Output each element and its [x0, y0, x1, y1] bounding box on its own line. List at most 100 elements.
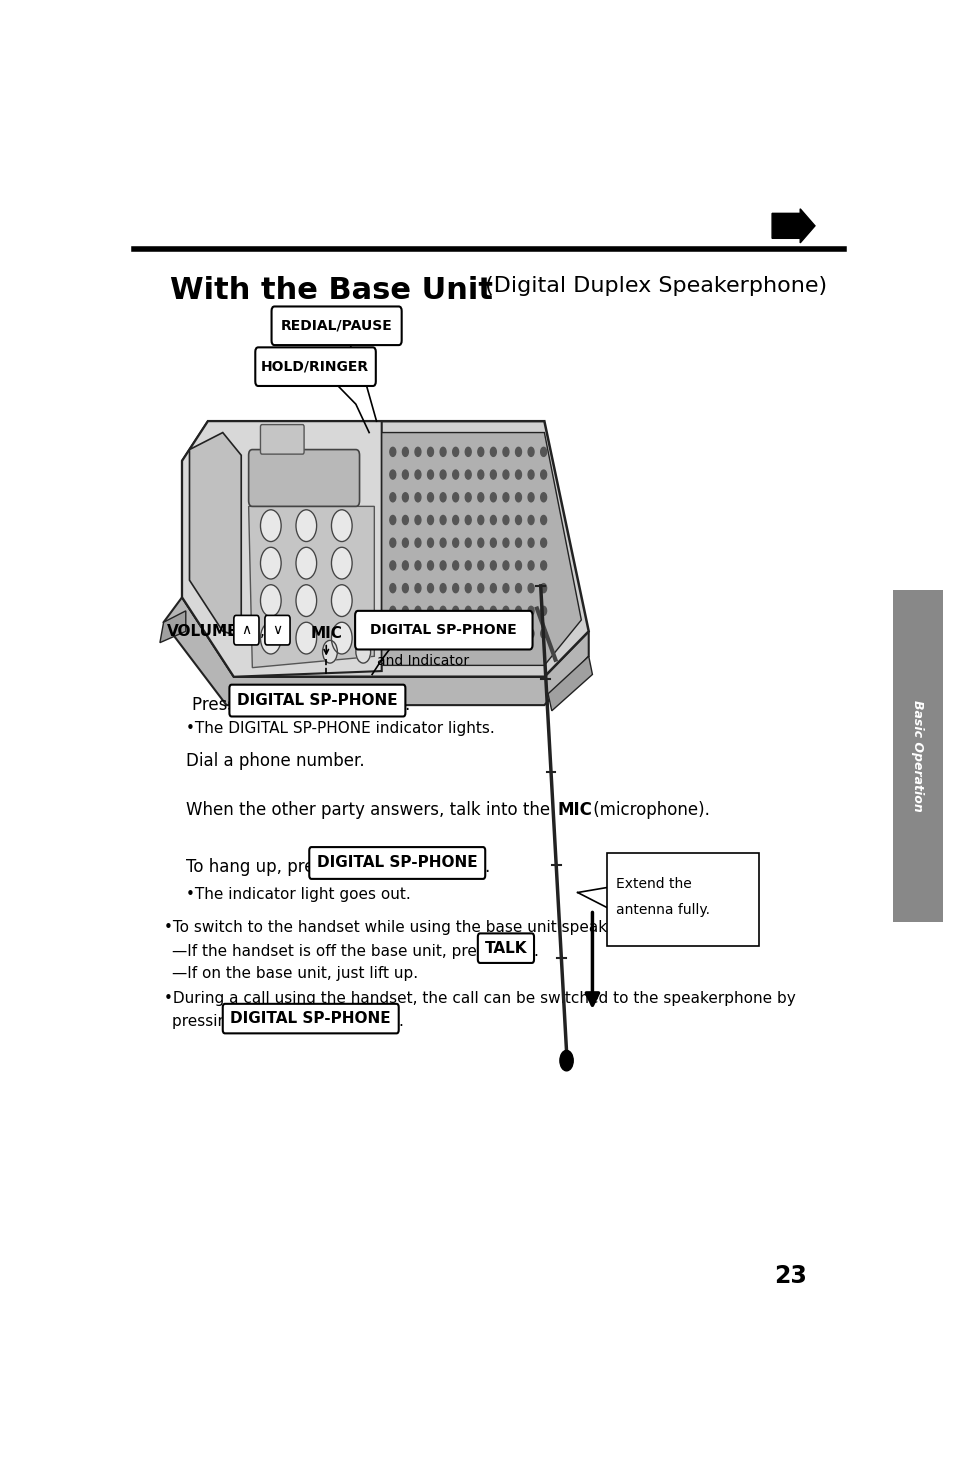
- Circle shape: [465, 538, 471, 547]
- Circle shape: [402, 538, 408, 547]
- Circle shape: [295, 510, 316, 541]
- Circle shape: [477, 447, 483, 456]
- Text: MIC: MIC: [558, 801, 592, 819]
- Circle shape: [415, 471, 420, 479]
- Circle shape: [490, 515, 496, 525]
- Circle shape: [465, 584, 471, 593]
- Text: •The DIGITAL SP-PHONE indicator lights.: •The DIGITAL SP-PHONE indicator lights.: [186, 721, 494, 736]
- Circle shape: [427, 493, 433, 502]
- FancyBboxPatch shape: [309, 847, 485, 879]
- Text: MIC: MIC: [310, 625, 342, 642]
- Circle shape: [477, 560, 483, 569]
- Circle shape: [390, 447, 395, 456]
- Circle shape: [528, 584, 534, 593]
- Circle shape: [439, 606, 446, 615]
- Circle shape: [439, 471, 446, 479]
- Circle shape: [502, 447, 508, 456]
- Text: DIGITAL SP-PHONE: DIGITAL SP-PHONE: [316, 855, 477, 870]
- Circle shape: [390, 538, 395, 547]
- Polygon shape: [547, 656, 592, 711]
- Text: With the Base Unit: With the Base Unit: [170, 276, 492, 305]
- Text: 23: 23: [773, 1264, 806, 1288]
- Text: VOLUME: VOLUME: [167, 624, 238, 639]
- Circle shape: [453, 606, 458, 615]
- Circle shape: [439, 628, 446, 639]
- Text: antenna fully.: antenna fully.: [616, 903, 709, 917]
- Circle shape: [502, 538, 508, 547]
- FancyBboxPatch shape: [892, 590, 942, 922]
- Text: DIGITAL SP-PHONE: DIGITAL SP-PHONE: [370, 622, 517, 637]
- Circle shape: [477, 471, 483, 479]
- Circle shape: [477, 628, 483, 639]
- Circle shape: [331, 547, 352, 580]
- Polygon shape: [160, 611, 186, 643]
- Text: REDIAL/PAUSE: REDIAL/PAUSE: [280, 319, 392, 333]
- Circle shape: [402, 606, 408, 615]
- Circle shape: [439, 584, 446, 593]
- Circle shape: [528, 447, 534, 456]
- Circle shape: [540, 584, 546, 593]
- Text: Press: Press: [192, 696, 241, 714]
- Circle shape: [540, 606, 546, 615]
- Polygon shape: [182, 422, 588, 677]
- Circle shape: [390, 606, 395, 615]
- Circle shape: [427, 447, 433, 456]
- Text: When the other party answers, talk into the: When the other party answers, talk into …: [186, 801, 555, 819]
- Circle shape: [453, 493, 458, 502]
- Circle shape: [427, 515, 433, 525]
- Circle shape: [331, 584, 352, 617]
- Circle shape: [465, 606, 471, 615]
- FancyBboxPatch shape: [229, 684, 405, 717]
- Circle shape: [453, 584, 458, 593]
- Circle shape: [260, 584, 281, 617]
- Circle shape: [453, 447, 458, 456]
- Circle shape: [465, 628, 471, 639]
- Circle shape: [540, 628, 546, 639]
- Text: (microphone).: (microphone).: [587, 801, 709, 819]
- Circle shape: [540, 560, 546, 569]
- Polygon shape: [249, 506, 374, 668]
- Text: —If on the base unit, just lift up.: —If on the base unit, just lift up.: [172, 966, 418, 981]
- Circle shape: [322, 640, 337, 664]
- Circle shape: [402, 560, 408, 569]
- Text: .: .: [404, 696, 410, 714]
- Circle shape: [390, 493, 395, 502]
- Circle shape: [490, 584, 496, 593]
- Text: —If the handset is off the base unit, press: —If the handset is off the base unit, pr…: [172, 944, 497, 959]
- Circle shape: [540, 538, 546, 547]
- Circle shape: [402, 493, 408, 502]
- Text: DIGITAL SP-PHONE: DIGITAL SP-PHONE: [231, 1010, 391, 1027]
- Circle shape: [415, 606, 420, 615]
- Circle shape: [415, 538, 420, 547]
- Circle shape: [490, 447, 496, 456]
- Circle shape: [402, 515, 408, 525]
- Text: and Indicator: and Indicator: [376, 653, 468, 668]
- Circle shape: [439, 515, 446, 525]
- Circle shape: [540, 493, 546, 502]
- Circle shape: [477, 493, 483, 502]
- Circle shape: [490, 606, 496, 615]
- Circle shape: [453, 628, 458, 639]
- Circle shape: [439, 560, 446, 569]
- Circle shape: [515, 538, 521, 547]
- Circle shape: [260, 622, 281, 653]
- Text: DIGITAL SP-PHONE: DIGITAL SP-PHONE: [237, 693, 397, 708]
- Circle shape: [502, 584, 508, 593]
- FancyBboxPatch shape: [233, 615, 258, 645]
- Circle shape: [515, 515, 521, 525]
- Circle shape: [439, 447, 446, 456]
- Circle shape: [515, 628, 521, 639]
- Circle shape: [415, 515, 420, 525]
- Circle shape: [477, 515, 483, 525]
- Circle shape: [415, 447, 420, 456]
- Circle shape: [502, 628, 508, 639]
- Text: •To switch to the handset while using the base unit speakerphone:: •To switch to the handset while using th…: [164, 920, 675, 935]
- Circle shape: [528, 515, 534, 525]
- Circle shape: [515, 560, 521, 569]
- Circle shape: [540, 447, 546, 456]
- Circle shape: [502, 606, 508, 615]
- FancyBboxPatch shape: [260, 425, 304, 454]
- Circle shape: [528, 560, 534, 569]
- Circle shape: [477, 538, 483, 547]
- Circle shape: [490, 471, 496, 479]
